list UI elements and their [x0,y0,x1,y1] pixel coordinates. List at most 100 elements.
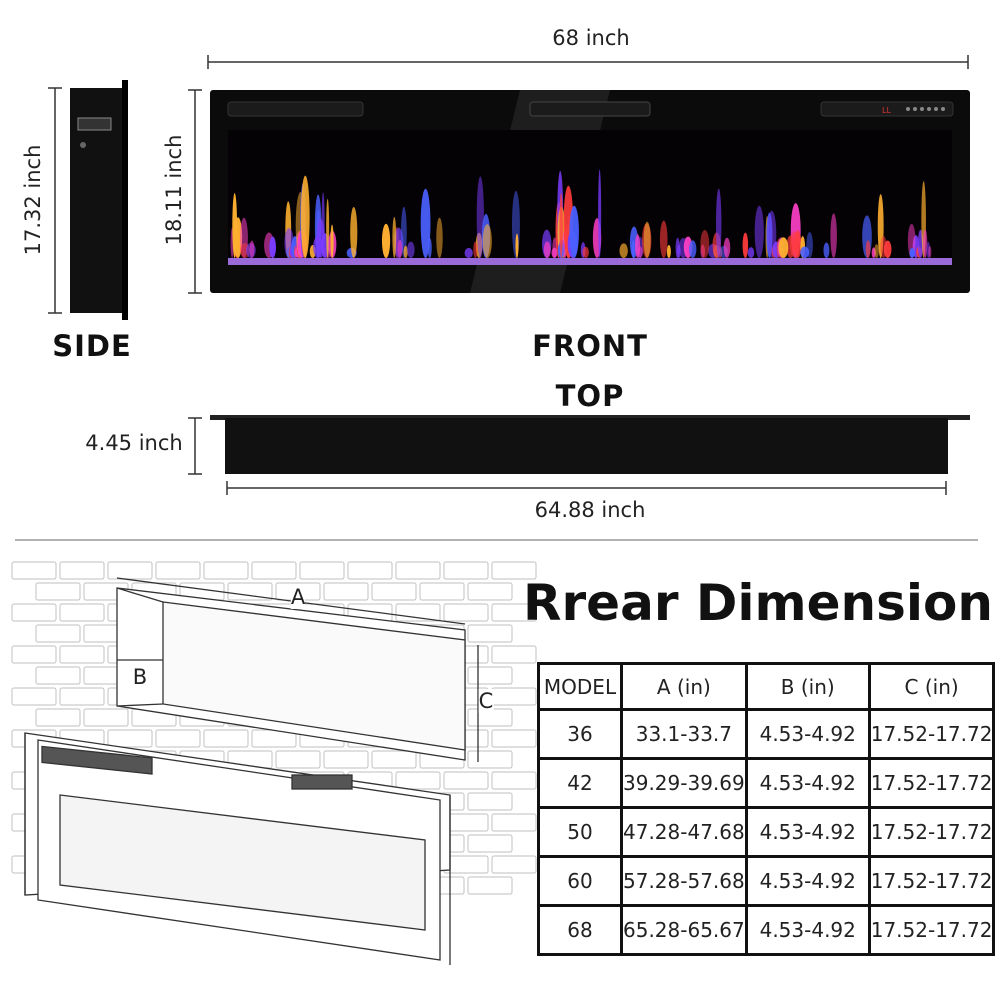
flame-mark [635,234,641,258]
side-view-label: SIDE [52,329,132,363]
recess-label-c: C [478,689,494,713]
brick [395,771,441,790]
top-width-label: 64.88 inch [534,498,646,522]
flame-mark [569,205,579,258]
flame-mark [582,246,589,258]
flame-mark [700,230,710,258]
flame-mark [300,175,310,258]
flame-mark [598,169,602,258]
flame-mark [420,188,431,258]
brick [203,729,249,748]
table-row: 50 47.28-47.68 4.53-4.92 17.52-17.72 [537,806,996,858]
flame-mark [883,240,892,258]
cell-a: 39.29-39.69 [620,757,748,809]
brick [491,855,537,874]
flame-mark [789,231,800,258]
flame-mark [865,240,871,258]
rear-dimension-title: Rrear Dimension [523,574,993,632]
flame-mark [326,198,330,258]
flame-mark [909,247,915,258]
table-row: 60 57.28-57.68 4.53-4.92 17.52-17.72 [537,855,996,907]
flame-mark [806,232,813,258]
dimension-lines [15,55,978,541]
table-row: 68 65.28-65.67 4.53-4.92 17.52-17.72 [537,904,996,956]
brick [491,687,537,706]
cell-b: 4.53-4.92 [744,757,871,809]
brick [419,582,465,601]
brick [35,708,81,727]
flame-mark [723,237,731,258]
brick [107,561,153,580]
cell-c: 17.52-17.72 [867,855,996,907]
header-c: C (in) [867,662,996,711]
cell-a: 65.28-65.67 [620,904,748,956]
top-view [210,415,970,474]
brick [203,561,249,580]
svg-text:LL: LL [882,106,891,115]
flame-mark [689,240,697,258]
brick [491,603,537,622]
brick [491,729,537,748]
brick [467,750,513,769]
rear-dimension-table: MODEL A (in) B (in) C (in) 36 33.1-33.7 4.… [537,662,996,956]
cell-model: 50 [537,806,623,858]
header-a: A (in) [620,662,748,711]
brick [395,603,441,622]
brick [467,582,513,601]
flame-mark [464,247,473,258]
recess-label-b: B [132,665,148,689]
cell-b: 4.53-4.92 [744,806,871,858]
flame-mark [269,236,277,258]
flame-mark [543,241,551,258]
brick [11,687,57,706]
cell-model: 60 [537,855,623,907]
cell-c: 17.52-17.72 [867,708,996,760]
brick [11,561,57,580]
brick [443,603,489,622]
flame-mark [482,224,492,258]
flame-mark [330,224,334,258]
flame-mark [392,216,397,258]
brick [251,561,297,580]
table-row: 42 39.29-39.69 4.53-4.92 17.52-17.72 [537,757,996,809]
brick [371,750,417,769]
flame-mark [923,229,928,258]
brick [467,834,513,853]
flame-mark [666,244,671,258]
flame-mark [928,246,932,258]
front-view: LL [210,90,970,293]
flame-mark [515,233,519,258]
brick [347,561,393,580]
brick [323,750,369,769]
front-view-label: FRONT [532,329,648,363]
brick [443,771,489,790]
brick [491,645,537,664]
cell-a: 33.1-33.7 [620,708,748,760]
flame-mark [747,247,755,258]
flame-mark [313,235,323,258]
flame-mark [715,188,722,258]
table-header-row: MODEL A (in) B (in) C (in) [537,662,996,711]
flame-mark [619,243,628,258]
header-model: MODEL [537,662,623,711]
flame-mark [232,193,238,258]
brick [11,645,57,664]
brick [467,792,513,811]
cell-c: 17.52-17.72 [867,904,996,956]
brick [323,582,369,601]
top-view-label: TOP [555,379,625,413]
brick [35,582,81,601]
brick [299,561,345,580]
flame-mark [381,223,391,258]
side-height-label: 17.32 inch [21,144,45,256]
flame-mark [403,245,408,258]
cell-model: 36 [537,708,623,760]
brick [491,561,537,580]
fireplace-frame-drawing [24,732,451,965]
front-height-label: 18.11 inch [162,134,186,246]
recess-drawing [116,577,479,762]
flame-mark [473,241,478,258]
cell-c: 17.52-17.72 [867,806,996,858]
brick [443,561,489,580]
